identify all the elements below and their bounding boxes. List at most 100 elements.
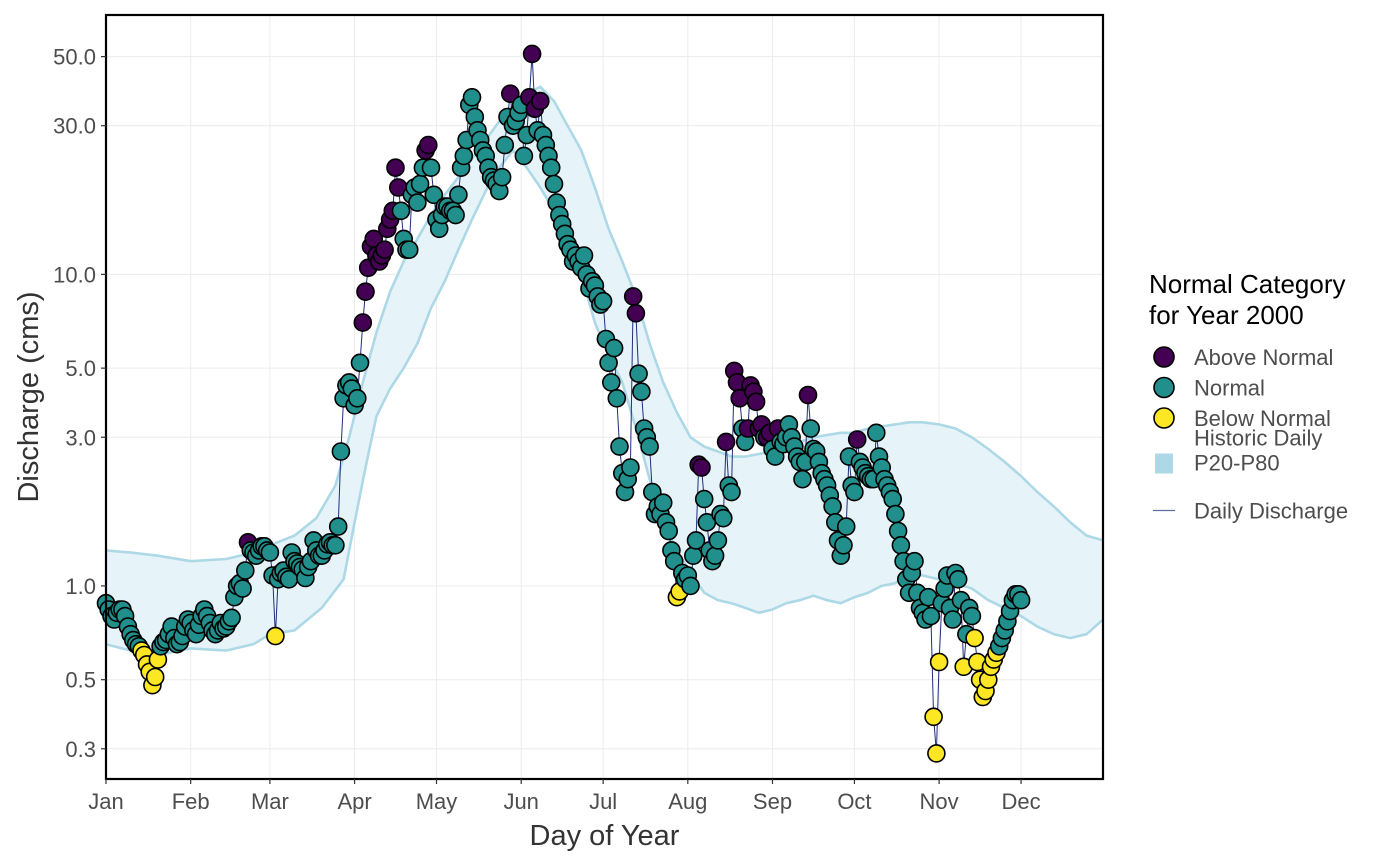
point-normal [621,458,640,477]
point-normal [424,185,444,205]
x-tick-label: Apr [337,789,371,814]
y-tick-label: 5.0 [65,356,96,381]
y-axis-title: Discharge (cms) [13,291,45,502]
point-normal [222,608,241,628]
point-normal [694,489,714,509]
legend-label: Above Normal [1194,345,1333,370]
point-below-normal [965,628,984,648]
point-normal [886,504,905,524]
point-above-normal [375,240,394,259]
point-normal [492,167,512,187]
point-normal [331,442,351,461]
point-normal [713,508,733,528]
point-normal [659,521,679,541]
point-normal [801,419,821,438]
point-normal [544,174,564,194]
point-normal [640,437,659,456]
point-normal [705,546,725,566]
legend-key-point [1153,346,1175,368]
point-normal [629,364,648,384]
point-normal [495,135,515,155]
point-above-normal [746,392,766,412]
legend-key-ribbon [1155,453,1173,474]
grid-lines [105,15,1103,779]
point-normal [793,469,812,489]
legend-title-line: Normal Category [1149,269,1346,299]
point-normal [601,373,621,392]
y-axis-ticks: 0.3 0.5 1.0 3.0 5.0 10.0 30.0 50.0 [53,45,106,762]
plot-panel-border [104,13,1105,781]
y-tick-label: 0.5 [65,668,96,693]
point-normal [541,158,561,177]
point-above-normal [522,44,542,64]
band-lower-edge [105,148,1104,657]
legend-key-point [1153,407,1175,429]
point-above-normal [356,282,375,302]
point-below-normal [927,744,946,763]
point-above-normal [847,430,867,449]
point-normal [454,146,474,166]
point-normal [823,497,842,516]
point-above-normal [418,135,438,155]
x-tick-label: Sep [753,789,792,814]
point-normal [905,551,924,571]
point-above-normal [692,458,711,477]
point-normal [399,240,419,259]
point-normal [326,535,345,555]
point-normal [449,185,468,205]
point-normal [962,606,982,626]
point-normal [683,546,703,566]
point-normal [347,388,367,408]
point-normal [610,437,629,456]
point-above-normal [386,158,405,177]
point-normal [514,146,534,166]
point-normal [845,482,864,502]
point-normal [391,201,411,221]
point-normal [1011,590,1031,610]
daily-points [96,44,1031,763]
point-below-normal [929,652,949,672]
point-normal [632,382,651,402]
point-normal [708,531,728,550]
point-normal [921,606,941,626]
point-normal [722,482,741,502]
point-below-normal [924,707,943,727]
point-normal [891,535,911,555]
y-tick-label: 3.0 [65,425,96,450]
point-normal [462,88,482,107]
x-tick-label: Dec [1001,789,1040,814]
point-above-normal [716,432,736,452]
x-tick-label: Mar [251,789,289,814]
x-tick-label: Jul [589,789,617,814]
point-normal [948,569,968,589]
point-normal [686,531,706,550]
point-below-normal [145,667,165,687]
x-tick-label: Oct [837,789,871,814]
point-normal [883,489,903,509]
point-above-normal [530,91,550,111]
x-axis-ticks: Jan Feb Mar Apr May Jun Jul Aug Sep Oct Nov Dec [88,779,1041,814]
point-normal [233,579,252,598]
point-normal [446,205,465,225]
legend-key-point [1153,376,1175,399]
y-tick-label: 10.0 [53,262,96,287]
point-normal [681,576,700,596]
y-tick-label: 1.0 [65,574,96,599]
legend-label: Normal [1194,376,1265,401]
point-normal [866,423,886,443]
point-normal [350,353,370,373]
point-normal [604,338,624,358]
point-normal [408,193,427,212]
x-tick-label: Jan [88,789,123,814]
x-tick-label: Jun [503,789,538,814]
point-normal [653,493,673,513]
point-above-normal [798,385,818,405]
point-above-normal [500,84,520,103]
point-above-normal [623,287,643,306]
legend-label: Below Normal [1194,406,1331,431]
x-axis-title: Day of Year [530,820,680,852]
legend-title-line: for Year 2000 [1149,300,1304,330]
point-normal [836,517,856,536]
